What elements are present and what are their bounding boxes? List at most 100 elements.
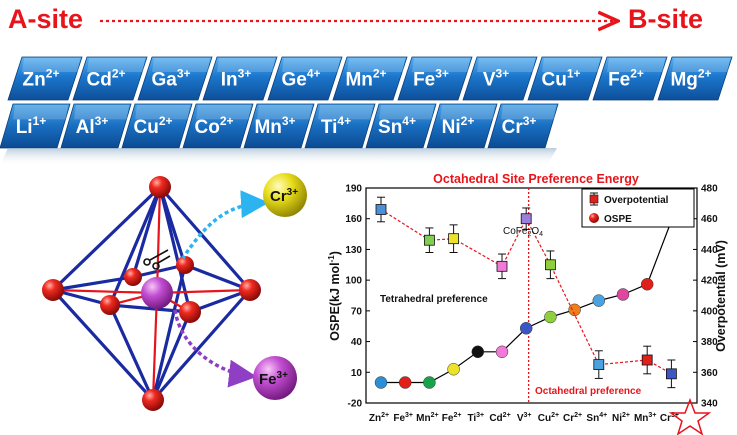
x-tick-label: Zn2+: [369, 412, 389, 424]
ion-symbol: Ge: [281, 70, 306, 91]
ion-symbol: Fe: [413, 70, 435, 91]
star-icon: [668, 397, 712, 435]
ion-tile-cd-2plus: Cd2+: [72, 56, 148, 101]
cr-ion-charge: 3+: [287, 187, 299, 198]
ion-charge: 4+: [402, 114, 416, 128]
svg-text:Ti4+: Ti4+: [321, 114, 351, 138]
svg-text:Fe3+: Fe3+: [413, 67, 449, 91]
x-tick-label: Cu2+: [538, 412, 559, 424]
ospe-point: [374, 376, 388, 389]
ion-charge: 4+: [337, 114, 351, 128]
ospe-point: [640, 277, 654, 291]
svg-text:V3+: V3+: [483, 67, 509, 91]
x-tick-label: Cr3+: [660, 412, 679, 424]
svg-text:Ga3+: Ga3+: [151, 67, 190, 91]
ion-symbol: In: [221, 70, 238, 91]
ion-symbol: Mn: [254, 117, 281, 138]
svg-text:Fe2+: Fe2+: [608, 67, 644, 91]
fe-ion-charge: 3+: [277, 370, 289, 381]
overpotential-point: [641, 345, 653, 375]
ion-tile-al-3plus: Al3+: [60, 103, 132, 149]
ion-tile-cu-1plus: Cu1+: [527, 56, 603, 101]
ospe-chart: Octahedral Site Preference Energy -20 10 4…: [327, 172, 728, 435]
svg-text:Cr3+: Cr3+: [502, 114, 537, 138]
svg-text:Ge4+: Ge4+: [281, 67, 320, 91]
ion-symbol: Ni: [442, 117, 461, 138]
svg-text:Ni2+: Ni2+: [442, 114, 475, 138]
ion-tile-ge-4plus: Ge4+: [267, 56, 343, 101]
oxygen-sphere-front-left: [100, 295, 120, 315]
overpotential-point: [593, 350, 605, 379]
y-axis-right-label: Overpotential (mV): [714, 240, 728, 352]
svg-text:Cr3+: Cr3+: [270, 187, 298, 205]
ion-symbol: Cr: [502, 117, 524, 138]
ion-charge: 3+: [496, 67, 510, 81]
x-tick-label: Fe2+: [442, 412, 462, 424]
y-left-tick-label: 70: [351, 306, 363, 317]
oxygen-sphere-right: [239, 279, 261, 301]
ion-tile-fe-2plus: Fe2+: [592, 56, 668, 101]
tile-shadow: [0, 148, 557, 166]
x-tick-label: Fe3+: [393, 412, 413, 424]
overpotential-point: [666, 359, 677, 389]
ion-symbol: Li: [16, 117, 33, 138]
ion-charge: 2+: [46, 67, 60, 81]
y-left-tick-label: 160: [345, 214, 362, 225]
svg-text:Zn2+: Zn2+: [23, 67, 60, 91]
ion-tile-cu-2plus: Cu2+: [121, 103, 193, 149]
overpotential-point: [375, 196, 387, 223]
svg-text:Li1+: Li1+: [16, 114, 47, 138]
fe-ion-sphere: [253, 356, 297, 400]
ion-tile-mn-3plus: Mn3+: [243, 103, 315, 149]
ion-charge: 3+: [435, 67, 449, 81]
x-tick-label: Sn4+: [586, 412, 607, 424]
x-tick-label: Ni2+: [612, 412, 630, 424]
ion-symbol: Ga: [151, 70, 177, 91]
octahedron-edges: [51, 185, 252, 402]
overpotential-point: [520, 207, 532, 230]
ion-charge: 3+: [238, 67, 252, 81]
y-left-tick-label: 130: [345, 245, 362, 256]
y-left-tick-label: -20: [348, 399, 363, 410]
ion-charge: 2+: [630, 67, 644, 81]
octahedral-preference-label: Octahedral preference: [535, 386, 642, 397]
ion-charge: 1+: [567, 67, 581, 81]
cr-ion-symbol: Cr: [270, 188, 287, 205]
fe-release-arrow: [173, 309, 257, 388]
overpotential-point: [448, 224, 460, 253]
ospe-point: [519, 322, 533, 335]
x-tick-label: V3+: [517, 412, 532, 424]
b-site-label: B-site: [628, 4, 704, 34]
ospe-point: [423, 376, 436, 389]
ion-symbol: Cd: [86, 70, 111, 91]
y-left-tick-label: 40: [351, 337, 363, 348]
y-left-tick-label: 10: [351, 368, 363, 379]
ion-charge: 3+: [282, 114, 296, 128]
legend-ospe-label: OSPE: [604, 214, 632, 225]
ion-symbol: V: [483, 70, 496, 91]
ion-tile-in-3plus: In3+: [202, 56, 278, 101]
ion-tile-ga-3plus: Ga3+: [137, 56, 213, 101]
ion-tile-cr-3plus: Cr3+: [487, 103, 559, 149]
ospe-point: [471, 345, 485, 359]
ion-tile-ti-4plus: Ti4+: [304, 103, 376, 149]
svg-text:Al3+: Al3+: [76, 114, 109, 138]
chart-legend: Overpotential OSPE: [581, 188, 695, 228]
oxygen-sphere-back-left: [124, 268, 142, 286]
svg-text:Mn2+: Mn2+: [345, 67, 386, 91]
y-right-tick-label: 440: [701, 245, 718, 256]
ion-symbol: Mn: [345, 70, 372, 91]
chart-marks: -20 10 40 70 100 130 160 190 340 360 380 400 420 440 4…: [345, 184, 718, 425]
ion-symbol: Al: [76, 117, 95, 138]
y-right-tick-label: 360: [701, 368, 718, 379]
ion-symbol: Zn: [23, 70, 46, 91]
x-tick-label: Ti3+: [467, 412, 484, 424]
cr-insertion-arrow: [181, 190, 269, 259]
x-tick-label: Cr2+: [563, 412, 582, 424]
ion-charge: 4+: [307, 67, 321, 81]
svg-text:Fe3+: Fe3+: [259, 370, 288, 388]
svg-text:Sn4+: Sn4+: [378, 114, 416, 138]
y-right-tick-label: 340: [701, 399, 718, 410]
svg-text:Co2+: Co2+: [194, 114, 233, 138]
